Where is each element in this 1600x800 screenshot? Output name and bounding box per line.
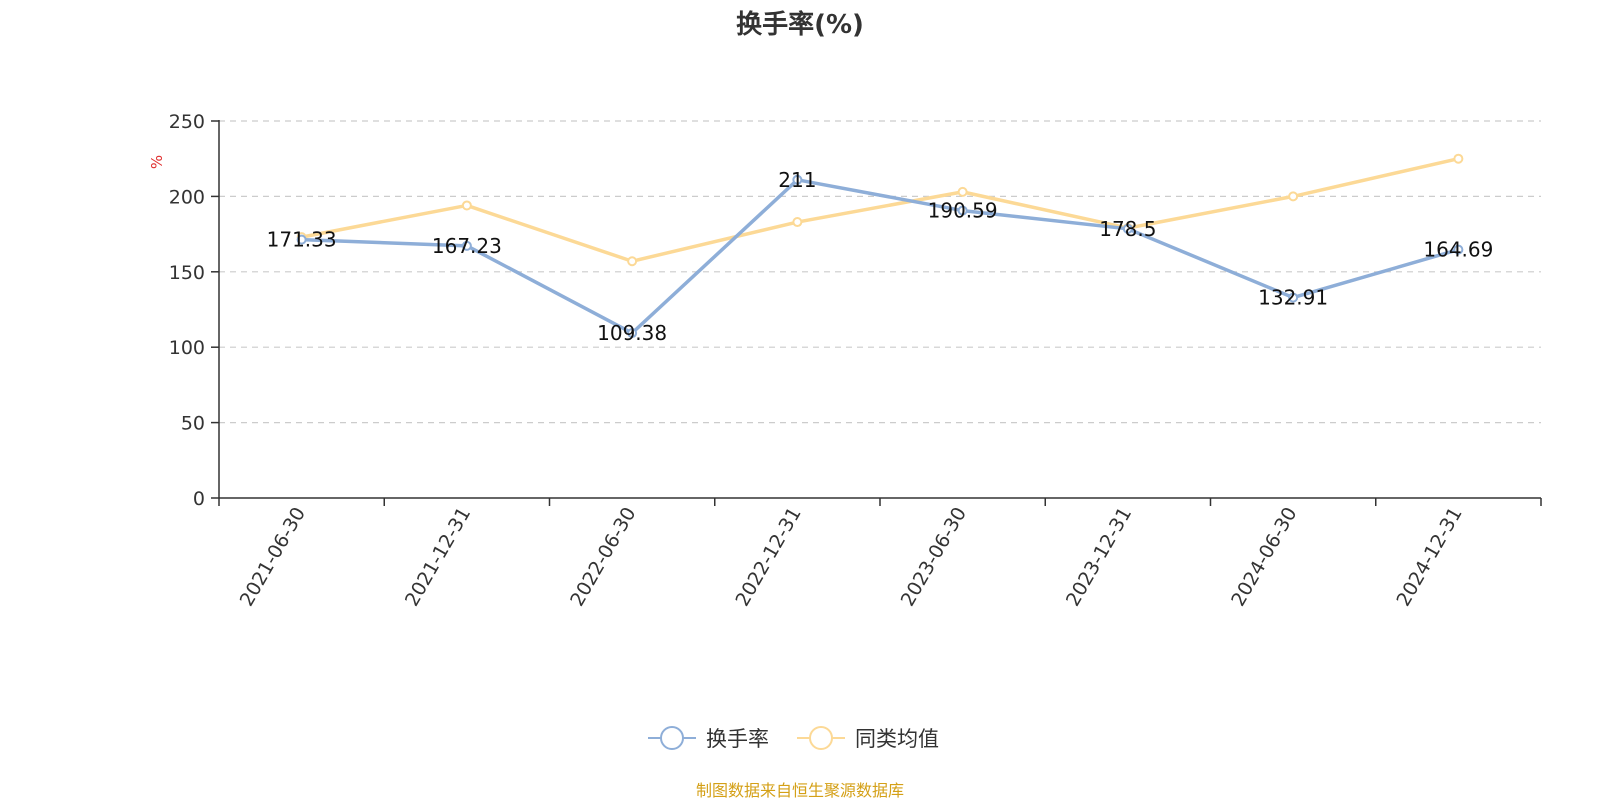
y-axis-unit-label: % [148, 155, 166, 169]
data-label: 171.33 [267, 228, 337, 252]
y-tick-label: 200 [169, 186, 205, 208]
data-label: 167.23 [432, 234, 502, 258]
data-label: 190.59 [928, 199, 998, 223]
legend[interactable]: 换手率 同类均值 [648, 726, 939, 751]
data-label: 178.5 [1099, 217, 1156, 241]
y-tick-label: 150 [169, 262, 205, 284]
x-tick-label: 2024-12-31 [1392, 504, 1466, 611]
source-note: 制图数据来自恒生聚源数据库 [696, 781, 904, 800]
data-point [1453, 153, 1464, 164]
y-tick-label: 50 [181, 413, 205, 435]
data-point [461, 240, 472, 251]
data-point [792, 217, 803, 228]
series-line [299, 178, 1461, 335]
data-label: 132.91 [1258, 286, 1328, 310]
series-layer: 171.33 167.23 109.38 211 190.59 178.5 132.91 16… [267, 153, 1493, 345]
series-line [299, 156, 1461, 263]
y-tick-label: 0 [193, 488, 205, 510]
legend-item-peer-average[interactable]: 同类均值 [797, 726, 939, 751]
data-point [957, 205, 968, 216]
data-point [296, 234, 307, 245]
legend-item-turnover[interactable]: 换手率 [648, 726, 769, 751]
legend-label: 换手率 [706, 727, 769, 751]
x-tick-label: 2023-06-30 [897, 504, 971, 611]
x-tick-label: 2023-12-31 [1062, 504, 1136, 611]
legend-marker [660, 726, 684, 750]
x-tick-label: 2022-06-30 [566, 504, 640, 611]
data-label: 109.38 [597, 321, 667, 345]
y-tick-label: 250 [169, 111, 205, 133]
data-point [792, 174, 803, 185]
x-tick-label: 2022-12-31 [731, 504, 805, 611]
legend-marker [809, 726, 833, 750]
data-point [627, 256, 638, 267]
x-tick-label: 2021-12-31 [401, 504, 475, 611]
x-tick-label: 2024-06-30 [1227, 504, 1301, 611]
x-tick-label: 2021-06-30 [236, 504, 310, 611]
data-point [1453, 244, 1464, 255]
data-label: 211 [778, 168, 816, 192]
legend-label: 同类均值 [855, 727, 939, 751]
y-tick-label: 100 [169, 337, 205, 359]
data-label: 164.69 [1423, 238, 1493, 262]
data-point [1122, 223, 1133, 234]
data-point [461, 200, 472, 211]
chart-title: 换手率(%) [736, 9, 864, 40]
grid-lines [219, 120, 1541, 424]
data-point [1288, 292, 1299, 303]
data-point [1288, 191, 1299, 202]
series-turnover [296, 174, 1464, 339]
data-point [627, 328, 638, 339]
data-point [957, 186, 968, 197]
